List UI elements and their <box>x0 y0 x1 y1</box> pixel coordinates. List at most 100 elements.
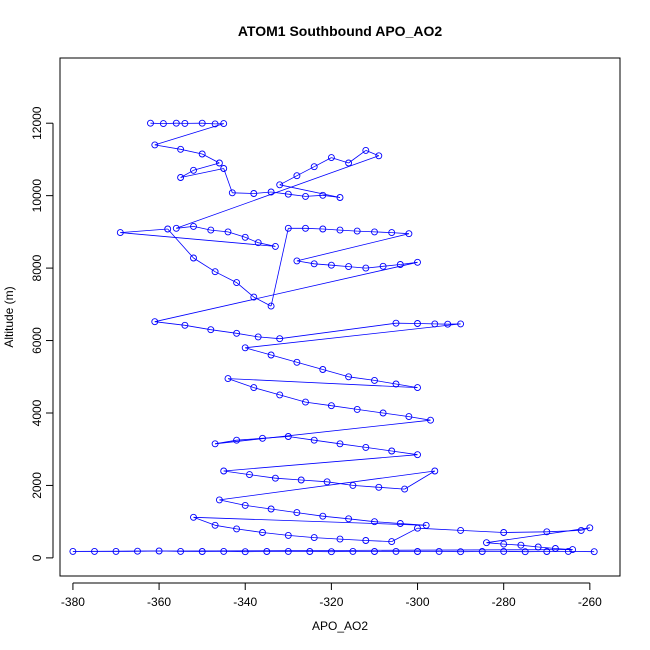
series-line-segment <box>236 528 263 533</box>
series-line-segment <box>314 537 341 540</box>
series-line-segment <box>184 324 211 331</box>
data-point <box>267 505 275 513</box>
x-tick-label: -280 <box>492 595 516 609</box>
data-point <box>349 481 357 489</box>
series-line-segment <box>314 439 341 445</box>
data-point <box>551 545 559 552</box>
chart-title: ATOM1 Southbound APO_AO2 <box>238 23 443 39</box>
series-line-segment <box>486 527 590 544</box>
data-point <box>392 380 400 388</box>
data-point <box>284 433 292 440</box>
data-point <box>220 165 228 172</box>
data-point <box>207 326 215 334</box>
x-tick-label: -380 <box>61 595 85 609</box>
y-axis-label: Altitude (m) <box>2 286 16 347</box>
data-point <box>500 540 508 548</box>
series-line-segment <box>365 540 392 542</box>
series-line-segment <box>223 470 250 475</box>
data-point <box>336 194 344 201</box>
data-point <box>345 159 353 167</box>
series-line-segment <box>210 329 237 334</box>
series-line-segment <box>215 439 237 445</box>
data-point <box>517 541 525 549</box>
x-tick-label: -360 <box>147 595 171 609</box>
data-point <box>69 547 77 555</box>
series-line-segment <box>180 148 203 155</box>
data-point <box>198 548 206 555</box>
series-line-segment <box>236 332 259 338</box>
series-line-segment <box>322 515 349 520</box>
data-point <box>190 513 197 521</box>
data-point <box>414 524 421 532</box>
series-line-segment <box>417 527 461 531</box>
series-line-segment <box>180 168 224 178</box>
data-point <box>198 119 206 127</box>
data-point <box>327 548 335 556</box>
series-line-segment <box>408 416 431 421</box>
data-point <box>220 547 228 555</box>
data-point <box>319 512 327 520</box>
data-point <box>564 547 572 555</box>
data-point <box>306 548 314 555</box>
data-point <box>224 375 232 383</box>
data-point <box>327 261 335 269</box>
data-point <box>220 467 228 475</box>
data-point <box>327 402 335 410</box>
series-line-segment <box>215 419 431 445</box>
data-point <box>457 526 465 534</box>
data-point <box>435 547 443 555</box>
data-point <box>233 525 241 533</box>
series-line-segment <box>120 232 276 247</box>
data-point <box>284 190 292 198</box>
data-point <box>371 228 378 236</box>
data-point <box>405 413 413 421</box>
data-point <box>254 239 262 247</box>
series-line-segment <box>193 516 427 526</box>
series-line-segment <box>365 150 379 157</box>
series-line-segment <box>378 486 405 490</box>
series-line-segment <box>460 530 504 533</box>
data-point <box>190 166 197 174</box>
data-point <box>246 471 253 479</box>
series-line-segment <box>503 531 547 533</box>
data-point <box>276 335 284 343</box>
series-line-segment <box>270 354 298 363</box>
data-point <box>349 547 357 555</box>
series-apo-ao2 <box>69 119 598 556</box>
series-line-segment <box>270 228 289 307</box>
data-point <box>228 189 236 197</box>
y-tick-label: 8000 <box>30 254 44 281</box>
data-point <box>543 528 551 536</box>
series-line-segment <box>546 530 582 533</box>
series-line-segment <box>279 184 341 198</box>
series-line-segment <box>202 122 216 125</box>
data-point <box>319 225 327 233</box>
data-point <box>414 451 421 459</box>
data-point <box>211 440 219 448</box>
data-point <box>457 548 465 556</box>
data-point <box>483 539 490 547</box>
data-point <box>211 268 219 276</box>
y-tick-label: 12000 <box>30 106 44 140</box>
data-point <box>263 548 271 555</box>
data-point <box>259 529 266 536</box>
series-line-segment <box>348 518 375 523</box>
series-line-segment <box>365 447 392 452</box>
data-point <box>388 538 396 546</box>
data-point <box>590 548 598 556</box>
data-point <box>371 548 378 555</box>
data-point <box>302 192 309 200</box>
data-point <box>215 496 223 504</box>
data-point <box>297 476 305 484</box>
series-line-segment <box>223 168 233 193</box>
data-point <box>521 548 529 556</box>
y-tick-label: 4000 <box>30 399 44 426</box>
data-point <box>241 501 249 509</box>
data-point <box>457 320 465 328</box>
series-line-segment <box>236 282 255 298</box>
data-point <box>379 262 387 270</box>
series-line-segment <box>348 150 367 164</box>
data-point <box>431 467 439 475</box>
data-point <box>267 351 275 359</box>
